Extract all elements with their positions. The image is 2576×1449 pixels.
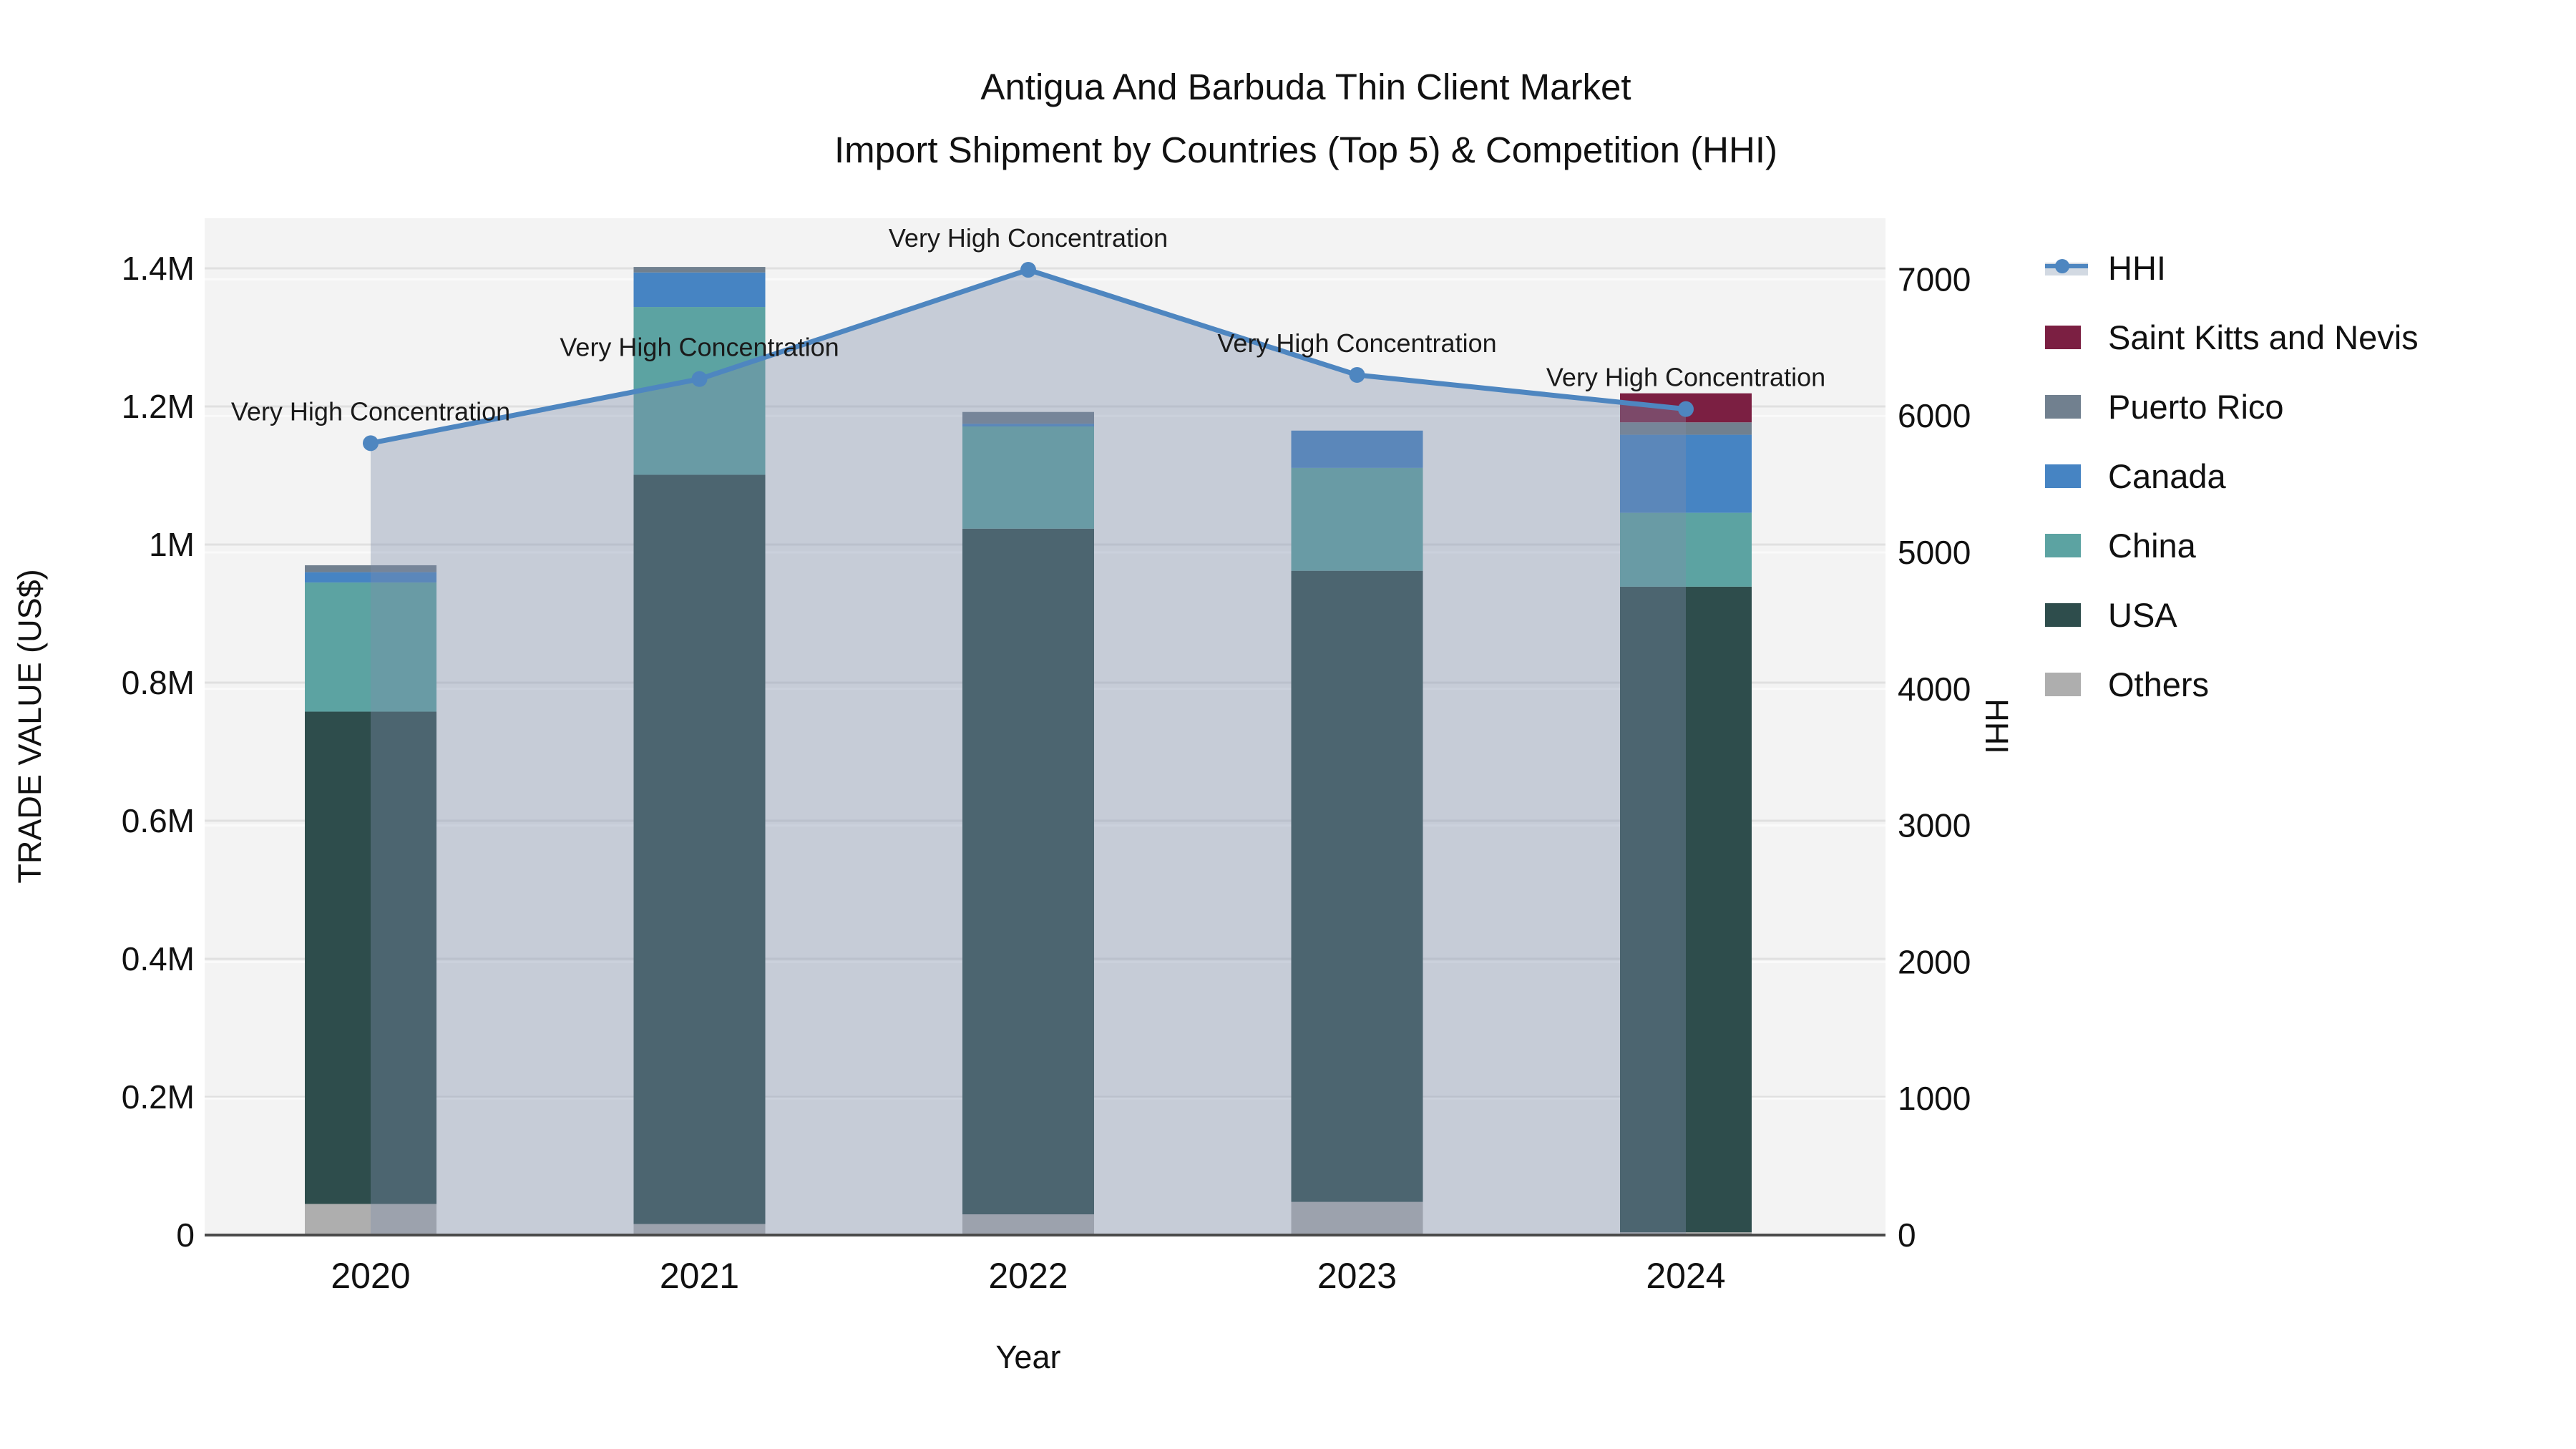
hhi-area-fill xyxy=(371,270,1686,1236)
y-right-tick-1000: 1000 xyxy=(1898,1080,1971,1117)
legend-item-hhi: HHI xyxy=(2045,233,2419,303)
bar-segment-2022-usa xyxy=(962,528,1094,1215)
x-tick-2021: 2021 xyxy=(660,1256,739,1296)
bar-segment-2023-usa xyxy=(1291,570,1423,1202)
chart-title-line1: Antigua And Barbuda Thin Client Market xyxy=(980,67,1631,107)
legend-label-puerto-rico: Puerto Rico xyxy=(2108,388,2284,426)
bar-segment-2024-usa xyxy=(1620,586,1752,1233)
legend-label-others: Others xyxy=(2108,665,2210,703)
legend-label-hhi: HHI xyxy=(2108,249,2166,287)
legend-item-usa: USA xyxy=(2045,580,2419,650)
y-right-tick-2000: 2000 xyxy=(1898,943,1971,980)
puerto-rico-swatch xyxy=(2045,395,2081,419)
annotation-2022: Very High Concentration xyxy=(889,223,1168,253)
bar-segment-2021-puerto-rico xyxy=(633,267,766,273)
legend-label-saint-kitts-and-nevis: Saint Kitts and Nevis xyxy=(2108,318,2419,356)
chart-title-line2: Import Shipment by Countries (Top 5) & C… xyxy=(834,130,1777,170)
hhi-marker-2020 xyxy=(363,435,379,452)
bar-segment-2022-puerto-rico xyxy=(962,411,1094,424)
legend: HHI Saint Kitts and Nevis Puerto Rico Ca… xyxy=(2045,233,2419,719)
y-axis-title-right: HHI xyxy=(1979,698,2015,754)
canada-swatch xyxy=(2045,464,2081,488)
legend-label-china: China xyxy=(2108,527,2196,565)
bar-segment-2023-canada xyxy=(1291,430,1423,468)
bar-segment-2024-puerto-rico xyxy=(1620,422,1752,435)
bar-segment-2020-puerto-rico xyxy=(305,565,436,572)
y-left-tick-0.4M: 0.4M xyxy=(122,940,195,977)
bar-segment-2022-china xyxy=(962,426,1094,529)
bar-segment-2023-others xyxy=(1291,1201,1423,1235)
hhi-marker-2022 xyxy=(1020,262,1036,278)
bar-segment-2024-canada xyxy=(1620,434,1752,513)
bar-segment-2020-canada xyxy=(305,572,436,583)
bar-segment-2022-canada xyxy=(962,424,1094,426)
bar-segment-2020-china xyxy=(305,582,436,712)
others-swatch xyxy=(2045,673,2081,696)
x-tick-2023: 2023 xyxy=(1317,1256,1397,1296)
x-tick-2020: 2020 xyxy=(331,1256,410,1296)
bar-segment-2022-others xyxy=(962,1214,1094,1235)
hhi-line-swatch xyxy=(2045,254,2088,283)
hhi-marker-2021 xyxy=(691,371,708,387)
y-left-tick-1.4M: 1.4M xyxy=(122,250,195,287)
saint-kitts-and-nevis-swatch xyxy=(2045,326,2081,349)
legend-item-puerto-rico: Puerto Rico xyxy=(2045,372,2419,441)
y-right-tick-7000: 7000 xyxy=(1898,260,1971,298)
y-left-tick-0.2M: 0.2M xyxy=(122,1078,195,1116)
annotation-2020: Very High Concentration xyxy=(231,396,510,426)
legend-item-saint-kitts-and-nevis: Saint Kitts and Nevis xyxy=(2045,303,2419,372)
annotation-2023: Very High Concentration xyxy=(1217,328,1496,358)
y-right-tick-6000: 6000 xyxy=(1898,397,1971,434)
y-left-tick-1.2M: 1.2M xyxy=(122,388,195,425)
bar-segment-2020-others xyxy=(305,1204,436,1235)
bar-segment-2021-usa xyxy=(633,474,766,1224)
hhi-marker-2023 xyxy=(1349,366,1365,383)
y-right-tick-3000: 3000 xyxy=(1898,807,1971,844)
chart-title: Antigua And Barbuda Thin Client Market I… xyxy=(834,56,1777,182)
x-tick-2022: 2022 xyxy=(988,1256,1068,1296)
x-axis-title: Year xyxy=(995,1339,1061,1375)
legend-label-canada: Canada xyxy=(2108,457,2226,495)
bar-segment-2021-china xyxy=(633,307,766,475)
annotation-2024: Very High Concentration xyxy=(1546,363,1825,392)
legend-item-china: China xyxy=(2045,511,2419,580)
legend-item-others: Others xyxy=(2045,650,2419,719)
y-left-tick-0.6M: 0.6M xyxy=(122,802,195,839)
china-swatch xyxy=(2045,534,2081,557)
bar-segment-2023-china xyxy=(1291,467,1423,571)
bar-segment-2021-others xyxy=(633,1224,766,1235)
hhi-marker-2024 xyxy=(1678,401,1694,417)
y-left-tick-0: 0 xyxy=(176,1216,195,1254)
bar-segment-2021-canada xyxy=(633,272,766,308)
y-left-tick-0.8M: 0.8M xyxy=(122,664,195,701)
usa-swatch xyxy=(2045,603,2081,627)
legend-item-canada: Canada xyxy=(2045,441,2419,511)
y-axis-title-left: TRADE VALUE (US$) xyxy=(11,569,48,884)
y-right-tick-4000: 4000 xyxy=(1898,670,1971,708)
x-tick-2024: 2024 xyxy=(1646,1256,1725,1296)
y-right-tick-0: 0 xyxy=(1898,1216,1916,1254)
y-right-tick-5000: 5000 xyxy=(1898,534,1971,571)
y-left-tick-1M: 1M xyxy=(149,526,195,563)
bar-segment-2020-usa xyxy=(305,711,436,1204)
annotation-2021: Very High Concentration xyxy=(560,333,839,362)
bar-segment-2024-china xyxy=(1620,512,1752,587)
hhi-line-swatch-graphic xyxy=(2045,258,2088,275)
legend-label-usa: USA xyxy=(2108,596,2177,634)
